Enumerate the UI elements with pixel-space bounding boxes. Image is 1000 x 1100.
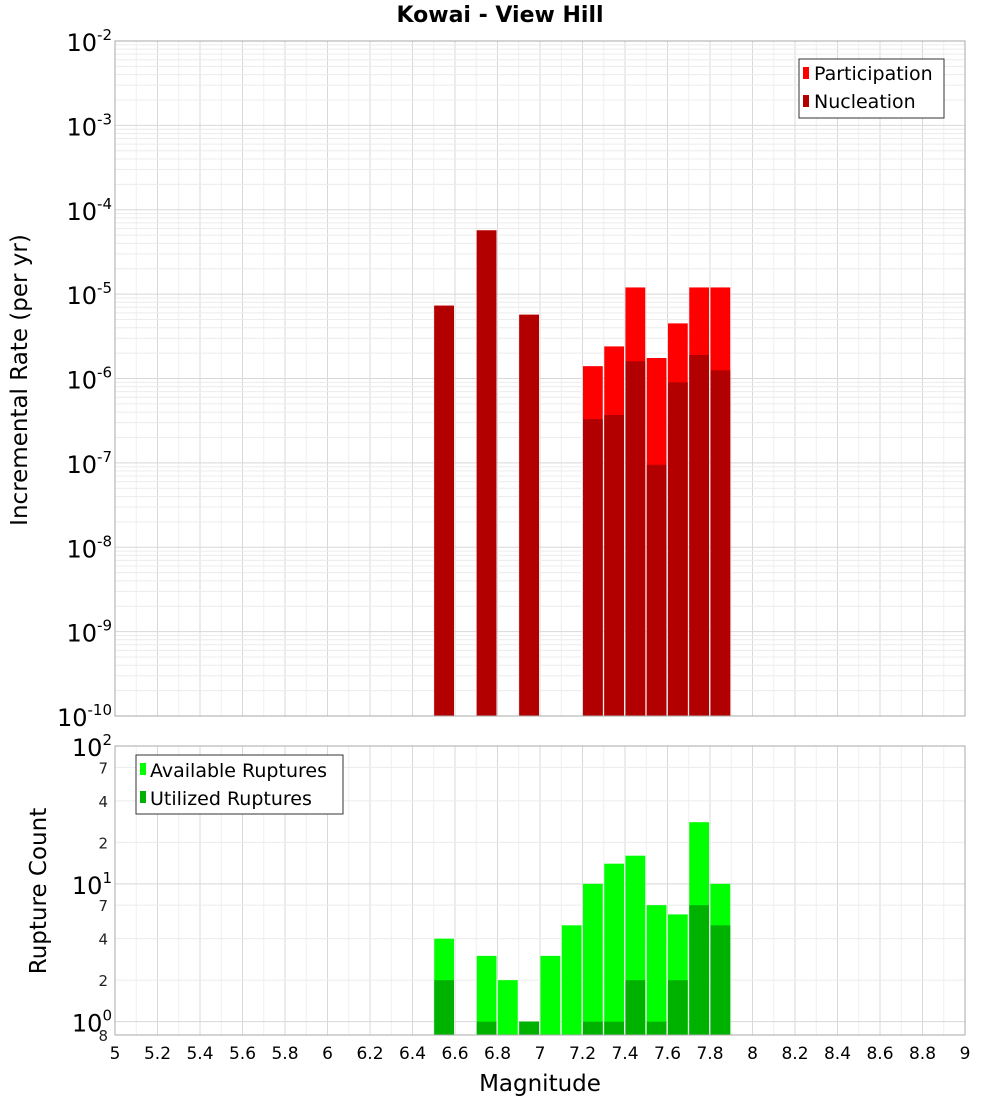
y-tick-label: 10-2 [66,26,112,57]
x-tick-labels: 5 5.2 5.4 5.6 5.8 6 6.2 6.4 6.6 6.8 7 7.2 7.4 7.6 7.8 8… [110,1044,971,1064]
y-tick-label: 10-6 [66,364,112,395]
bottom-plot-frame [114,745,966,1036]
top-legend: Participation Nucleation [798,58,945,119]
x-tick-label: 8.2 [781,1044,808,1064]
nucleation-bar [476,230,497,716]
utilized-ruptures-bar [646,1021,667,1035]
legend-label-nucleation: Nucleation [814,91,916,113]
legend-label-utilized: Utilized Ruptures [150,788,312,810]
y-minor-tick-label: 7 [98,897,108,915]
legend-label-available: Available Ruptures [150,760,327,782]
x-tick-label: 6 [322,1044,333,1064]
y-tick-label: 10-8 [66,532,112,563]
nucleation-bar [434,305,454,716]
utilized-ruptures-bar [519,1021,539,1035]
x-tick-label: 7.4 [611,1044,638,1064]
nucleation-bar [583,419,603,716]
bottom-y-axis-label: Rupture Count [26,808,52,974]
top-y-axis-label: Incremental Rate (per yr) [7,234,33,526]
x-tick-label: 8.6 [866,1044,893,1064]
bottom-legend: Available Ruptures Utilized Ruptures [135,754,344,815]
x-tick-label: 7.6 [654,1044,681,1064]
nucleation-bar [689,354,709,716]
x-tick-label: 5 [110,1044,121,1064]
x-tick-label: 5.4 [186,1044,213,1064]
nucleation-bar [668,382,688,716]
available-ruptures-bar [540,955,561,1035]
x-tick-label: 6.8 [484,1044,511,1064]
x-tick-label: 6.4 [399,1044,426,1064]
available-ruptures-bar [498,980,518,1035]
utilized-ruptures-bar [583,1021,603,1035]
x-tick-label: 5.8 [271,1044,298,1064]
legend-swatch-participation [803,67,809,79]
chart-title: Kowai - View Hill [396,3,603,28]
legend-swatch-nucleation [803,95,809,107]
x-tick-label: 8 [747,1044,758,1064]
y-minor-tick-label: 4 [98,793,108,811]
y-tick-label: 10-10 [57,701,112,732]
top-y-tick-labels: 10-2 10-3 10-4 10-5 10-6 10-7 10-8 10-9 10-10 [57,26,112,732]
y-minor-tick-label: 2 [98,972,108,990]
y-tick-label: 101 [72,869,112,900]
x-axis-label: Magnitude [479,1071,601,1097]
utilized-ruptures-bar [476,1021,497,1035]
x-tick-label: 7.8 [696,1044,723,1064]
x-tick-label: 9 [960,1044,971,1064]
bottom-panel-bars [434,822,731,1035]
y-minor-tick-label: 4 [98,931,108,949]
utilized-ruptures-bar [710,925,731,1035]
nucleation-bar [519,314,539,716]
x-tick-label: 8.8 [909,1044,936,1064]
y-tick-label: 10-9 [66,617,112,648]
available-ruptures-bar [561,925,582,1035]
y-minor-tick-label: 2 [98,834,108,852]
x-tick-label: 6.2 [356,1044,383,1064]
legend-swatch-utilized [140,791,146,803]
y-tick-label: 10-4 [66,195,112,226]
top-plot-frame [114,40,966,717]
x-tick-label: 8.4 [824,1044,851,1064]
utilized-ruptures-bar [434,980,454,1035]
nucleation-bar [604,414,624,716]
top-panel-grid [114,41,966,717]
y-minor-tick-label: 7 [98,759,108,777]
utilized-ruptures-bar [689,905,709,1035]
top-panel-bars [434,230,731,716]
utilized-ruptures-bar [625,980,646,1035]
y-tick-label: 10-5 [66,279,112,310]
bottom-y-tick-labels: 102 101 100 7 4 2 7 4 2 8 [72,731,112,1045]
available-ruptures-bar [476,955,497,1035]
available-ruptures-bar [604,863,624,1035]
utilized-ruptures-bar [604,1021,624,1035]
x-tick-label: 7.2 [569,1044,596,1064]
x-tick-label: 7 [535,1044,546,1064]
legend-label-participation: Participation [814,63,933,85]
x-tick-label: 5.2 [144,1044,171,1064]
nucleation-bar [710,370,731,716]
y-tick-label: 10-7 [66,448,112,479]
legend-swatch-available [140,763,146,775]
y-minor-tick-label: 8 [98,1027,108,1045]
y-tick-label: 102 [72,731,112,762]
utilized-ruptures-bar [668,980,688,1035]
nucleation-bar [625,361,646,716]
y-tick-label: 10-3 [66,110,112,141]
y-tick-label: 100 [72,1007,112,1038]
available-ruptures-bar [583,883,603,1035]
nucleation-bar [646,464,667,716]
x-tick-label: 6.6 [441,1044,468,1064]
available-ruptures-bar [646,905,667,1035]
x-tick-label: 5.6 [229,1044,256,1064]
